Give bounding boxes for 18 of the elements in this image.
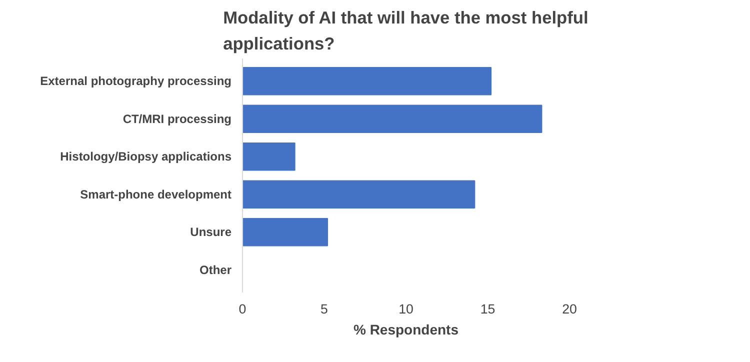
x-axis-title: % Respondents	[353, 322, 459, 338]
bar	[242, 180, 476, 208]
chart-title: Modality of AI that will have the most helpful applications?	[223, 8, 588, 54]
bar	[242, 142, 296, 171]
y-tick-label: Other	[199, 262, 232, 277]
bar	[242, 104, 542, 133]
x-tick-label: 10	[398, 302, 414, 316]
y-tick-label: Histology/Biopsy applications	[60, 150, 232, 164]
y-tick-label: External photography processing	[40, 74, 232, 88]
x-tick-label: 15	[480, 302, 496, 316]
x-tick-label: 0	[238, 302, 246, 316]
y-tick-label: Smart-phone development	[80, 187, 232, 202]
y-tick-label: Unsure	[190, 225, 232, 240]
y-tick-label: CT/MRI processing	[122, 112, 232, 126]
bar	[242, 218, 328, 246]
bar	[242, 67, 492, 96]
x-tick-label: 20	[562, 302, 577, 316]
x-tick-label: 5	[320, 302, 328, 316]
